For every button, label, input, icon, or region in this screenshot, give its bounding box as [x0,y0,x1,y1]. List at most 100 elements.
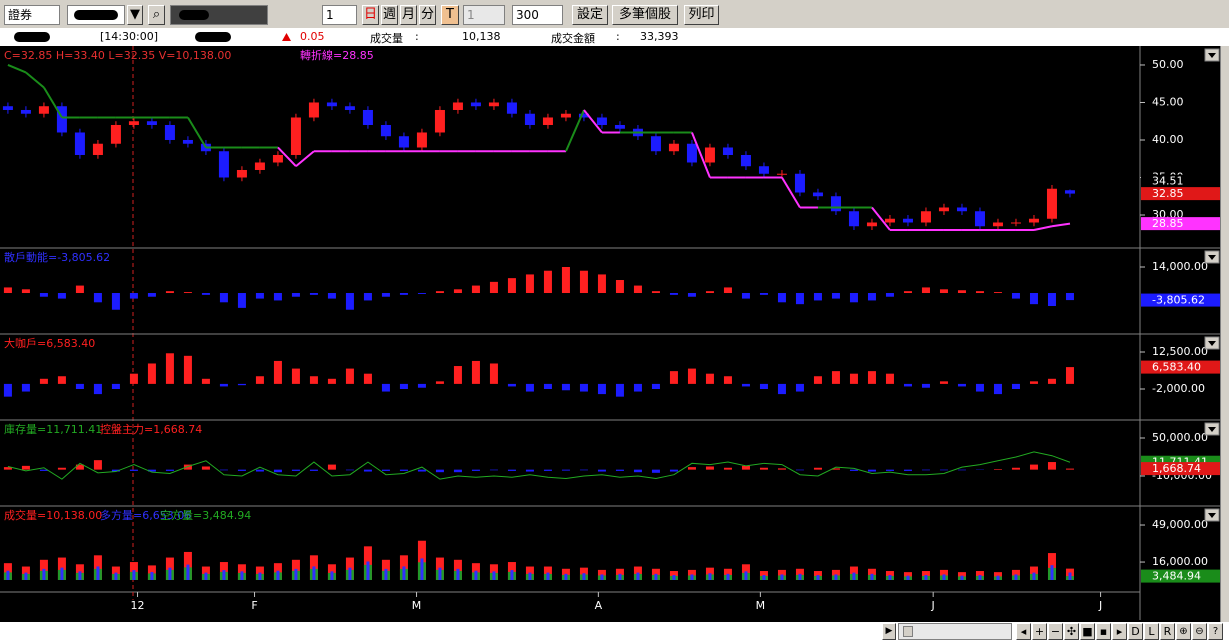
buy-bar [348,567,352,580]
settings-button[interactable]: 設定 [572,5,608,25]
nav-icon[interactable]: ■ [1080,623,1095,640]
bar [795,383,804,392]
buy-bar [636,572,640,580]
bar [399,293,408,295]
bar [1011,467,1020,470]
candle-body [938,207,949,212]
x-tick-label: M [412,599,422,612]
period-day[interactable]: 日 [362,5,379,25]
nav-icon[interactable]: ▸ [1112,623,1127,640]
bar [165,469,174,471]
count-spin[interactable]: 1 [322,5,357,25]
bar [813,467,822,470]
turn-line [781,176,801,209]
scroll-thumb[interactable] [903,626,913,637]
amount-label: 成交金額 [551,32,595,45]
value-tag-label: 28.85 [1152,217,1184,230]
buy-bar [888,575,892,580]
bar [453,469,462,473]
buy-bar [492,571,496,580]
candle-body [164,124,175,140]
bar [525,383,534,392]
bar [3,383,12,397]
search[interactable]: ⌕ [148,5,165,25]
y-tick-label: 49,000.00 [1152,518,1208,531]
buy-bar [528,572,532,580]
candle-body [218,151,229,178]
nav-button[interactable]: L [1144,623,1159,640]
nav-button[interactable]: R [1160,623,1175,640]
bar [867,371,876,384]
bar [741,465,750,470]
candle-body [776,173,787,175]
bar [723,467,732,470]
bar [489,363,498,384]
bar [561,266,570,294]
buy-bar [690,574,694,580]
buy-bar [870,573,874,580]
bar [651,469,660,473]
candle-body [560,113,571,118]
nav-icon[interactable]: ? [1208,623,1223,640]
buy-bar [618,573,622,580]
buy-bar [96,566,100,580]
minute-select[interactable]: 1 [463,5,505,25]
turn-line [25,71,45,89]
nav-icon[interactable]: − [1048,623,1063,640]
bar [1047,293,1056,307]
bar [417,383,426,388]
bar [21,289,30,294]
buy-bar [852,572,856,580]
buy-bar [600,574,604,580]
separator: : [616,30,620,43]
bar [183,292,192,294]
y-tick-label: 14,000.00 [1152,260,1208,273]
candle-body [38,106,49,114]
bar [345,293,354,310]
nav-icon[interactable]: ⊕ [1176,623,1191,640]
nav-icon[interactable]: ⊖ [1192,623,1207,640]
period-week[interactable]: 週 [381,5,398,25]
value-tag [1141,360,1220,374]
y-tick-label: 12,500.00 [1152,345,1208,358]
period-month[interactable]: 月 [400,5,417,25]
nav-icon[interactable]: + [1032,623,1047,640]
dropdown[interactable]: ▼ [127,5,143,25]
quote-change: 0.05 [300,30,325,43]
tick-button[interactable]: T [441,5,459,25]
buy-bar [672,575,676,580]
candle-body [398,136,409,148]
bars-spin[interactable]: 300 [512,5,563,25]
nav-button[interactable]: D [1128,623,1143,640]
nav-icon[interactable]: ▪ [1096,623,1111,640]
multi-button[interactable]: 多筆個股 [612,5,678,25]
y-tick-label: -2,000.00 [1152,382,1205,395]
value-tag [1141,217,1220,231]
bar [777,383,786,395]
y-tick-label: 50.00 [1152,58,1184,71]
buy-bar [1068,572,1072,580]
print-button[interactable]: 列印 [684,5,719,25]
period-minute[interactable]: 分 [419,5,436,25]
bar [183,355,192,384]
market-select[interactable]: 證券 [4,5,60,25]
bar [93,293,102,303]
nav-icon[interactable]: ◂ [1016,623,1031,640]
scroll-track[interactable] [898,623,1012,640]
symbol-input[interactable] [67,5,125,25]
panel-menu-arrow [1208,513,1216,518]
bar [381,469,390,471]
candle-body [974,211,985,227]
v-scrollbar[interactable] [1220,46,1229,622]
bar [669,293,678,295]
bar [957,290,966,294]
y-tick-label: 16,000.00 [1152,555,1208,568]
nav-icon[interactable]: ✣ [1064,623,1079,640]
candle-body [524,113,535,125]
buy-bar [780,574,784,580]
scroll-right[interactable]: ▶ [882,623,896,640]
bar [57,376,66,384]
bar [219,293,228,303]
buy-bar [456,568,460,580]
